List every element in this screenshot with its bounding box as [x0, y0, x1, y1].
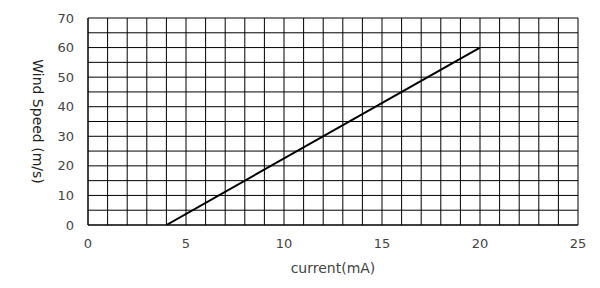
svg-text:15: 15: [374, 236, 391, 251]
svg-text:Wind Speed (m/s): Wind Speed (m/s): [30, 59, 46, 184]
svg-text:60: 60: [57, 40, 74, 55]
svg-text:30: 30: [57, 129, 74, 144]
svg-text:current(mA): current(mA): [291, 260, 376, 276]
svg-text:10: 10: [276, 236, 293, 251]
svg-text:20: 20: [472, 236, 489, 251]
svg-text:0: 0: [66, 218, 74, 233]
svg-text:25: 25: [570, 236, 587, 251]
svg-text:50: 50: [57, 70, 74, 85]
svg-text:5: 5: [182, 236, 190, 251]
svg-text:0: 0: [84, 236, 92, 251]
svg-text:40: 40: [57, 99, 74, 114]
svg-text:70: 70: [57, 11, 74, 26]
svg-text:20: 20: [57, 158, 74, 173]
svg-text:10: 10: [57, 188, 74, 203]
